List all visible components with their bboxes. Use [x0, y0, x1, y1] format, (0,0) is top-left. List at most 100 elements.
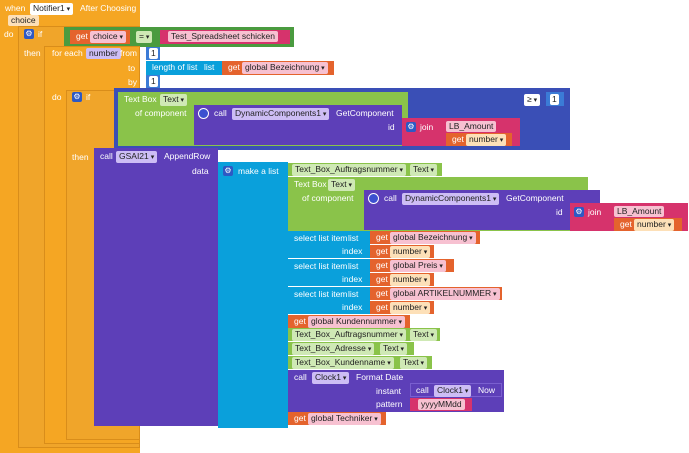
- foreach-var[interactable]: number: [86, 48, 121, 59]
- join-gear-icon[interactable]: [406, 122, 416, 132]
- auftrag-prop-dropdown[interactable]: Text: [410, 164, 438, 176]
- number-var-dropdown-2[interactable]: number: [634, 219, 675, 231]
- textbox2-prop-dropdown[interactable]: Text: [328, 179, 356, 191]
- call-label-4: call: [416, 385, 429, 395]
- help-icon[interactable]: [198, 108, 209, 119]
- make-list-block[interactable]: [218, 162, 288, 428]
- select-label-2: select list item: [294, 261, 348, 271]
- from-number-value[interactable]: 1: [149, 48, 158, 59]
- sel3-list-dropdown[interactable]: global ARTIKELNUMMER: [390, 288, 500, 300]
- get-label-11: get: [294, 316, 306, 326]
- auftrag2-component-dropdown[interactable]: Text_Box_Auftragsnummer: [292, 329, 406, 341]
- appendrow-label: AppendRow: [164, 151, 211, 161]
- index-label-1: index: [342, 246, 363, 256]
- if-label: if: [38, 29, 43, 39]
- index2-var-dropdown[interactable]: number: [390, 274, 431, 286]
- pattern-label: pattern: [376, 399, 403, 409]
- do-label: do: [4, 29, 14, 39]
- id-label: id: [388, 122, 395, 132]
- number-var-dropdown[interactable]: number: [466, 134, 507, 146]
- choice-var-dropdown[interactable]: choice: [90, 31, 127, 43]
- textbox-label: Text Box: [124, 94, 157, 104]
- of-component-label-2: of component: [302, 193, 354, 203]
- notifier-component-dropdown[interactable]: Notifier1: [30, 3, 74, 15]
- help-icon-2[interactable]: [368, 193, 379, 204]
- techniker-var-dropdown[interactable]: global Techniker: [308, 413, 381, 425]
- sel1-list-dropdown[interactable]: global Bezeichnung: [390, 232, 476, 244]
- makelist-gear-icon[interactable]: [223, 166, 233, 176]
- list-label-2: list: [348, 261, 359, 271]
- dc-component-dropdown[interactable]: DynamicComponents1: [232, 108, 330, 120]
- to-label: to: [128, 63, 136, 73]
- get-label-3: get: [452, 134, 464, 144]
- kundenname-prop-dropdown[interactable]: Text: [400, 357, 428, 369]
- select-item-block-2[interactable]: [288, 259, 370, 286]
- index1-var-dropdown[interactable]: number: [390, 246, 431, 258]
- get-label-7: get: [376, 260, 388, 270]
- select-label-3: select list item: [294, 289, 348, 299]
- of-component-label: of component: [135, 108, 187, 118]
- gsai-component-dropdown[interactable]: GSAI21: [116, 151, 158, 163]
- index-label-2: index: [342, 274, 363, 284]
- join-label-2: join: [588, 207, 602, 217]
- get-label-12: get: [294, 413, 306, 423]
- join-gear-icon-2[interactable]: [574, 207, 584, 217]
- compare-op-ge-dropdown[interactable]: ≥: [524, 94, 541, 106]
- cmp-number-value[interactable]: 1: [550, 94, 559, 105]
- getcomponent-label-2: GetComponent: [506, 193, 564, 203]
- list-label-1: list: [348, 233, 359, 243]
- if-gear-icon[interactable]: [24, 29, 34, 39]
- join-string[interactable]: LB_Amount: [446, 121, 497, 132]
- clock-component-dropdown[interactable]: Clock1: [312, 372, 350, 384]
- kundenname-component-dropdown[interactable]: Text_Box_Kundenname: [292, 357, 394, 369]
- get-label-2: get: [228, 62, 240, 72]
- auftrag2-prop-dropdown[interactable]: Text: [410, 329, 438, 341]
- get-label-4: get: [620, 219, 632, 229]
- get-label-9: get: [376, 288, 388, 298]
- bezeichnung-var-dropdown[interactable]: global Bezeichnung: [242, 62, 328, 74]
- list-label: list: [204, 62, 215, 72]
- select-item-block-3[interactable]: [288, 287, 370, 314]
- textbox2-label: Text Box: [294, 179, 327, 189]
- if2-then-label: then: [72, 152, 89, 162]
- kunden-var-dropdown[interactable]: global Kundennummer: [308, 316, 405, 328]
- if2-gear-icon[interactable]: [72, 92, 82, 102]
- getcomponent-label: GetComponent: [336, 108, 394, 118]
- get-label-10: get: [376, 302, 388, 312]
- data-label: data: [192, 166, 209, 176]
- join-label: join: [420, 122, 434, 132]
- instant-label: instant: [376, 386, 402, 396]
- adresse-prop-dropdown[interactable]: Text: [380, 343, 408, 355]
- by-label: by: [128, 77, 137, 87]
- then-label: then: [24, 48, 41, 58]
- index-label-3: index: [342, 302, 363, 312]
- from-label: from: [120, 48, 137, 58]
- make-list-label: make a list: [238, 166, 279, 176]
- foreach-do-label: do: [52, 92, 62, 102]
- select-item-block-1[interactable]: [288, 231, 370, 258]
- dc-component-dropdown-2[interactable]: DynamicComponents1: [402, 193, 500, 205]
- get-label-5: get: [376, 232, 388, 242]
- compare-op-dropdown[interactable]: =: [136, 31, 153, 43]
- when-label: when: [5, 3, 26, 13]
- textbox-prop-dropdown[interactable]: Text: [160, 94, 188, 106]
- auftrag-component-dropdown[interactable]: Text_Box_Auftragsnummer: [292, 164, 406, 176]
- get-label-6: get: [376, 246, 388, 256]
- sel2-list-dropdown[interactable]: global Preis: [390, 260, 446, 272]
- join-string-2[interactable]: LB_Amount: [614, 206, 665, 217]
- now-label: Now: [478, 385, 496, 395]
- adresse-component-dropdown[interactable]: Text_Box_Adresse: [292, 343, 375, 355]
- clock-now-component-dropdown[interactable]: Clock1: [434, 385, 472, 397]
- choice-param[interactable]: choice: [8, 15, 39, 26]
- pattern-string-value[interactable]: yyyyMMdd: [418, 399, 465, 410]
- appendrow-call-block[interactable]: [94, 148, 218, 426]
- by-number-value[interactable]: 1: [149, 76, 158, 87]
- if2-label: if: [86, 92, 91, 102]
- foreach-label: for each: [52, 48, 83, 58]
- length-of-list-label: length of list: [152, 62, 198, 72]
- text-string-value[interactable]: Test_Spreadsheet schicken: [168, 31, 278, 42]
- index3-var-dropdown[interactable]: number: [390, 302, 431, 314]
- formatdate-label: Format Date: [356, 372, 404, 382]
- get-label-8: get: [376, 274, 388, 284]
- append-call-label: call: [100, 151, 113, 161]
